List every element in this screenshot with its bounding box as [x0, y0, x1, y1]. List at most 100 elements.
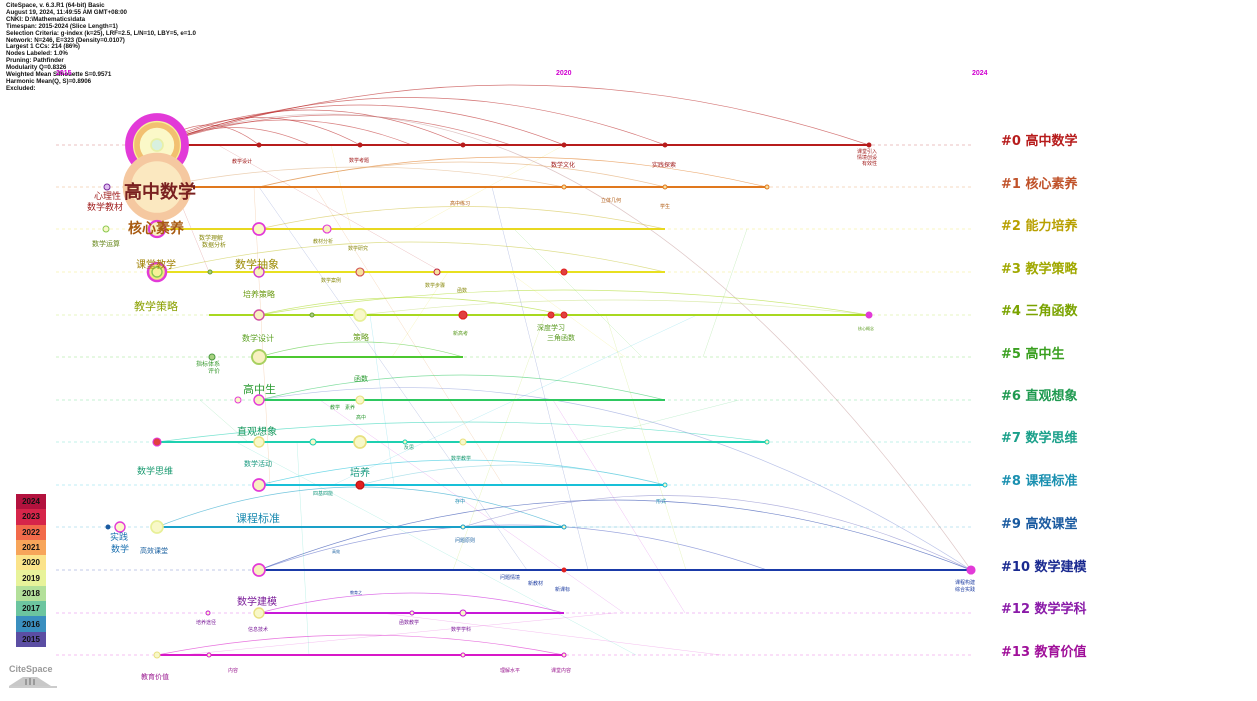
node-label-zonghe-shijian[interactable]: 综合实践 — [955, 587, 976, 593]
cross-link — [574, 399, 740, 443]
keyword-node — [234, 396, 242, 404]
node-label-sijin-sineng[interactable]: 四基四能 — [313, 491, 334, 497]
node-label-shuxue-lijie[interactable]: 数学理解 — [199, 235, 224, 242]
cluster-label-4[interactable]: #4 三角函数 — [1001, 304, 1078, 319]
keyword-nodes[interactable] — [102, 113, 976, 659]
keyword-node — [402, 439, 408, 445]
keyword-node — [662, 184, 668, 190]
node-label-gaoxiao-ketang[interactable]: 高效课堂 — [140, 547, 168, 555]
node-label-suxing[interactable]: 素养 — [345, 405, 356, 411]
node-label-ketang-yinru[interactable]: 课堂引入 — [857, 149, 878, 155]
node-label-peiyang-celue[interactable]: 培养策略 — [243, 290, 275, 299]
keyword-node — [208, 353, 216, 361]
node-label-shuxue-jianmo[interactable]: 数学建模 — [237, 597, 277, 608]
cluster-label-12[interactable]: #12 数学学科 — [1001, 602, 1087, 617]
cluster-label-3[interactable]: #3 教学策略 — [1001, 262, 1078, 277]
node-label-gaozhong-lianxi[interactable]: 高中练习 — [450, 201, 471, 207]
cluster-label-6[interactable]: #6 直观想象 — [1001, 389, 1078, 404]
node-label-gaoxiao-b[interactable]: 高效 — [332, 549, 340, 554]
node-label-peiyang-tujing[interactable]: 培养途径 — [196, 620, 217, 626]
node-label-wenti-yuanze[interactable]: 问题原则 — [455, 538, 476, 544]
node-label-zhiti-jihe[interactable]: 立体几何 — [601, 198, 622, 204]
node-label-shijian[interactable]: 实践 — [110, 533, 129, 543]
cross-link — [314, 186, 504, 486]
node-label-ketang-neirong[interactable]: 课堂内容 — [551, 668, 572, 674]
node-label-neirong[interactable]: 内容 — [228, 668, 239, 674]
node-label-gaozhong-shuxue[interactable]: 高中数学 — [124, 182, 196, 203]
citation-arc — [359, 299, 870, 316]
node-label-xin-jiaocai[interactable]: 新教材 — [528, 581, 544, 587]
node-label-cunzhong[interactable]: 存中 — [455, 499, 466, 505]
node-label-zhiguan-xiangxiang[interactable]: 直观想象 — [237, 427, 277, 438]
node-label-shuxue-xueke[interactable]: 数学学科 — [451, 627, 472, 633]
keyword-node — [252, 478, 266, 492]
citation-arc — [156, 104, 565, 146]
node-label-youxiaoxing[interactable]: 有效性 — [862, 161, 878, 167]
info-line: August 19, 2024, 11:49:55 AM GMT+08:00 — [6, 8, 127, 16]
node-label-jiaoxue-b[interactable]: 教学 — [330, 405, 341, 411]
node-label-shuxue[interactable]: 数学 — [111, 545, 130, 555]
info-line: CNKI: D:\Mathematics\data — [6, 15, 86, 23]
node-label-pingjia[interactable]: 评价 — [208, 368, 221, 375]
node-label-gaozhong-b[interactable]: 高中 — [356, 415, 367, 421]
node-label-sanjiao-hanshu[interactable]: 三角函数 — [547, 334, 575, 342]
node-label-shuxue-kaoti[interactable]: 数学考题 — [349, 158, 370, 164]
node-label-shuxue-huodong[interactable]: 数学活动 — [244, 460, 272, 468]
node-label-jiaoyu-jiazhi[interactable]: 教育价值 — [141, 673, 169, 681]
cluster-label-8[interactable]: #8 课程标准 — [1001, 474, 1078, 489]
node-label-shuxue-buzhou[interactable]: 数学步骤 — [425, 283, 446, 289]
cluster-label-1[interactable]: #1 核心素养 — [1001, 177, 1078, 192]
node-label-shijian-tansuo[interactable]: 实践探索 — [652, 162, 677, 169]
node-label-jiaoxue-celue[interactable]: 教学策略 — [134, 300, 178, 313]
node-label-shendu-xuexi[interactable]: 深度学习 — [537, 324, 565, 332]
node-label-shuxue-anli[interactable]: 数学案例 — [321, 278, 342, 284]
cluster-label-13[interactable]: #13 教育价值 — [1001, 645, 1087, 660]
node-label-shuxue-siwei[interactable]: 数学思维 — [137, 467, 174, 477]
node-label-ketang-jiaoxue[interactable]: 课堂教学 — [136, 260, 176, 271]
node-label-xinxi-jishu[interactable]: 信息技术 — [248, 627, 269, 633]
node-label-xin-kebiao[interactable]: 新课标 — [555, 587, 571, 593]
node-label-xin-gaokao[interactable]: 新高考 — [453, 331, 469, 337]
node-label-hexin-suyang[interactable]: 核心素养 — [128, 221, 184, 237]
cluster-label-7[interactable]: #7 数学思维 — [1001, 431, 1078, 446]
node-label-shuju-fenxi[interactable]: 数据分析 — [202, 242, 227, 249]
node-label-shuxue-jiaocai[interactable]: 数学教材 — [87, 203, 124, 213]
node-label-shuxue-wenhua[interactable]: 数学文化 — [551, 162, 576, 169]
keyword-node — [256, 142, 262, 148]
node-label-lijie-shuiping[interactable]: 理解水平 — [500, 668, 521, 674]
node-label-celue[interactable]: 策略 — [353, 333, 369, 342]
node-label-jiaocai-fenxi[interactable]: 教材分析 — [313, 239, 334, 245]
node-label-jiaoxue-sheji[interactable]: 教学设计 — [232, 159, 253, 165]
node-label-xingshi[interactable]: 形式 — [656, 499, 667, 505]
node-label-fansi[interactable]: 反思 — [404, 445, 415, 451]
node-label-gaozhongsheng[interactable]: 高中生 — [243, 383, 276, 396]
node-label-kecheng-biaozhun[interactable]: 课程标准 — [236, 512, 280, 525]
node-label-shuxue-jiaoxue[interactable]: 数学教学 — [451, 456, 472, 462]
node-label-xuesheng[interactable]: 学生 — [660, 204, 671, 210]
node-label-shuxue-yanjiu[interactable]: 数学研究 — [348, 246, 369, 252]
citation-arc — [258, 499, 972, 571]
node-label-jiaoyu-zhi[interactable]: 教育之 — [350, 590, 362, 595]
node-label-qingjing-chuangshe[interactable]: 情境创设 — [857, 155, 878, 161]
node-label-kecheng-goujian[interactable]: 课程构建 — [955, 580, 976, 586]
cluster-label-10[interactable]: #10 数学建模 — [1001, 560, 1087, 575]
node-label-zhibiao-tixi[interactable]: 指标体系 — [196, 361, 221, 368]
node-label-hanshu-b[interactable]: 函数 — [457, 288, 468, 294]
cluster-label-2[interactable]: #2 能力培养 — [1001, 219, 1078, 234]
node-label-peiyang[interactable]: 培养 — [350, 468, 370, 479]
cross-link — [319, 399, 625, 614]
cluster-label-5[interactable]: #5 高中生 — [1001, 347, 1065, 362]
node-label-hanshu-jiaoxue[interactable]: 函数教学 — [399, 620, 420, 626]
node-label-wenti-qingjing[interactable]: 问题情境 — [500, 575, 521, 581]
keyword-node — [153, 651, 161, 659]
node-label-hexin-gainian[interactable]: 核心概念 — [858, 326, 874, 331]
node-label-shuxue-sheji[interactable]: 数学设计 — [242, 334, 274, 343]
node-label-hanshu[interactable]: 函数 — [354, 375, 368, 383]
legend-item-2016: 2016 — [16, 616, 46, 632]
node-label-xinlixing[interactable]: 心理性 — [94, 192, 122, 202]
node-label-shuxue-chouxiang[interactable]: 数学抽象 — [235, 258, 279, 271]
cluster-label-9[interactable]: #9 高效课堂 — [1001, 517, 1078, 532]
cluster-label-0[interactable]: #0 高中数学 — [1001, 134, 1078, 149]
node-label-shuxue-yunsuan[interactable]: 数学运算 — [92, 240, 120, 248]
